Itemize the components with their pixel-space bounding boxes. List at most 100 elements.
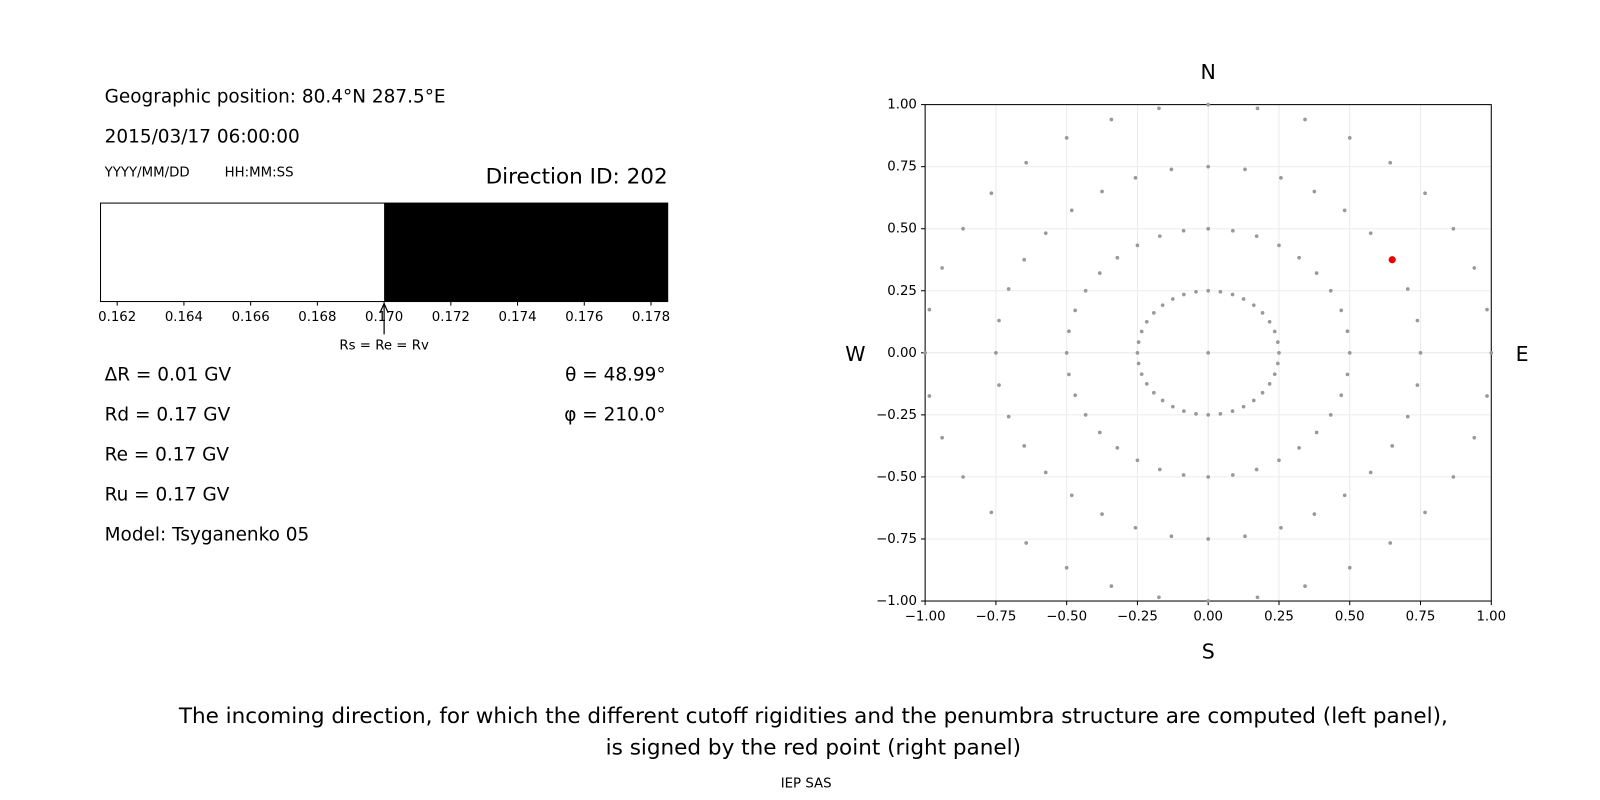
point: [927, 394, 932, 398]
y-tick-label: −0.50: [876, 470, 917, 485]
point: [1272, 329, 1277, 334]
point: [1206, 226, 1211, 231]
model: Model: Tsyganenko 05: [105, 524, 310, 545]
y-tick-label: −0.75: [876, 532, 917, 547]
point: [1254, 234, 1259, 239]
point: [940, 266, 944, 270]
x-tick-label: 0.162: [98, 310, 136, 325]
point: [1277, 350, 1281, 355]
datetime: 2015/03/17 06:00:00: [105, 126, 300, 147]
point: [1230, 473, 1235, 477]
point: [1405, 287, 1410, 291]
point: [1347, 350, 1352, 355]
point: [927, 307, 932, 312]
point: [1423, 191, 1427, 196]
point: [1206, 164, 1211, 169]
direction-label: N: [1201, 60, 1216, 84]
point: [1152, 390, 1156, 395]
x-tick-label: 0.172: [432, 310, 470, 325]
point: [1157, 595, 1161, 600]
point: [1418, 350, 1423, 355]
point: [1347, 565, 1352, 570]
point: [1144, 382, 1149, 386]
point: [1489, 350, 1494, 355]
x-tick-label: 0.164: [165, 310, 203, 325]
point: [1312, 512, 1317, 516]
point: [1230, 292, 1235, 297]
point: [1170, 297, 1175, 301]
point: [1390, 444, 1395, 448]
point: [1342, 493, 1347, 498]
penumbra-segment: [384, 203, 668, 302]
x-tick-label: 0.50: [1335, 609, 1365, 624]
y-tick-label: −0.25: [876, 408, 917, 423]
point: [1181, 473, 1186, 477]
point: [1345, 329, 1350, 334]
direction-label: E: [1516, 342, 1529, 366]
point: [1241, 297, 1246, 301]
point: [1022, 257, 1027, 262]
point: [1006, 414, 1011, 419]
x-tick-label: 0.25: [1264, 609, 1294, 624]
point: [1241, 404, 1246, 409]
arrow-head: [379, 302, 389, 314]
point: [1277, 458, 1281, 463]
point: [1067, 329, 1071, 334]
point: [1064, 565, 1069, 570]
point: [1135, 458, 1140, 463]
point: [1169, 534, 1174, 539]
point: [1097, 430, 1102, 435]
direction-label: S: [1202, 639, 1215, 663]
date-format: YYYY/MM/DD: [104, 165, 190, 180]
point: [1260, 390, 1265, 395]
point: [1100, 512, 1104, 516]
point: [1272, 372, 1277, 377]
position: Geographic position: 80.4°N 287.5°E: [105, 86, 446, 107]
point: [1243, 534, 1247, 539]
y-tick-label: 0.50: [887, 222, 917, 237]
rigidity: Ru = 0.17 GV: [105, 484, 230, 505]
point: [1073, 393, 1078, 398]
point: [1064, 136, 1069, 140]
x-tick-label: 1.00: [1476, 609, 1506, 624]
point: [997, 383, 1001, 387]
x-tick-label: 0.00: [1193, 609, 1223, 624]
point: [1152, 311, 1156, 315]
point: [1006, 287, 1011, 291]
rigidity: ΔR = 0.01 GV: [105, 364, 232, 385]
point: [1260, 311, 1265, 315]
point: [1043, 470, 1048, 475]
point: [1485, 394, 1489, 398]
y-tick-label: 0.00: [887, 346, 917, 361]
point: [1347, 136, 1352, 140]
point: [1083, 413, 1088, 417]
point: [1451, 226, 1456, 231]
point: [1109, 584, 1114, 588]
point: [1472, 266, 1477, 270]
y-tick-label: 0.75: [887, 160, 917, 175]
angle: φ = 210.0°: [564, 404, 665, 425]
point: [1139, 329, 1144, 334]
point: [1115, 255, 1120, 260]
point: [1136, 361, 1141, 366]
point: [1297, 446, 1301, 450]
angle: θ = 48.99°: [565, 364, 666, 385]
point: [1368, 470, 1373, 475]
point: [923, 350, 927, 355]
point: [1206, 288, 1211, 293]
point: [1157, 467, 1162, 472]
point: [1251, 303, 1256, 308]
point: [1255, 595, 1260, 600]
point: [1194, 289, 1198, 294]
point: [1115, 446, 1120, 450]
y-tick-label: 1.00: [887, 98, 917, 113]
point: [1303, 117, 1307, 122]
point: [1303, 584, 1307, 588]
point: [1328, 288, 1333, 293]
footer: IEP SAS: [781, 777, 832, 792]
point: [1206, 413, 1211, 417]
point: [1230, 409, 1235, 413]
point: [1328, 413, 1333, 417]
